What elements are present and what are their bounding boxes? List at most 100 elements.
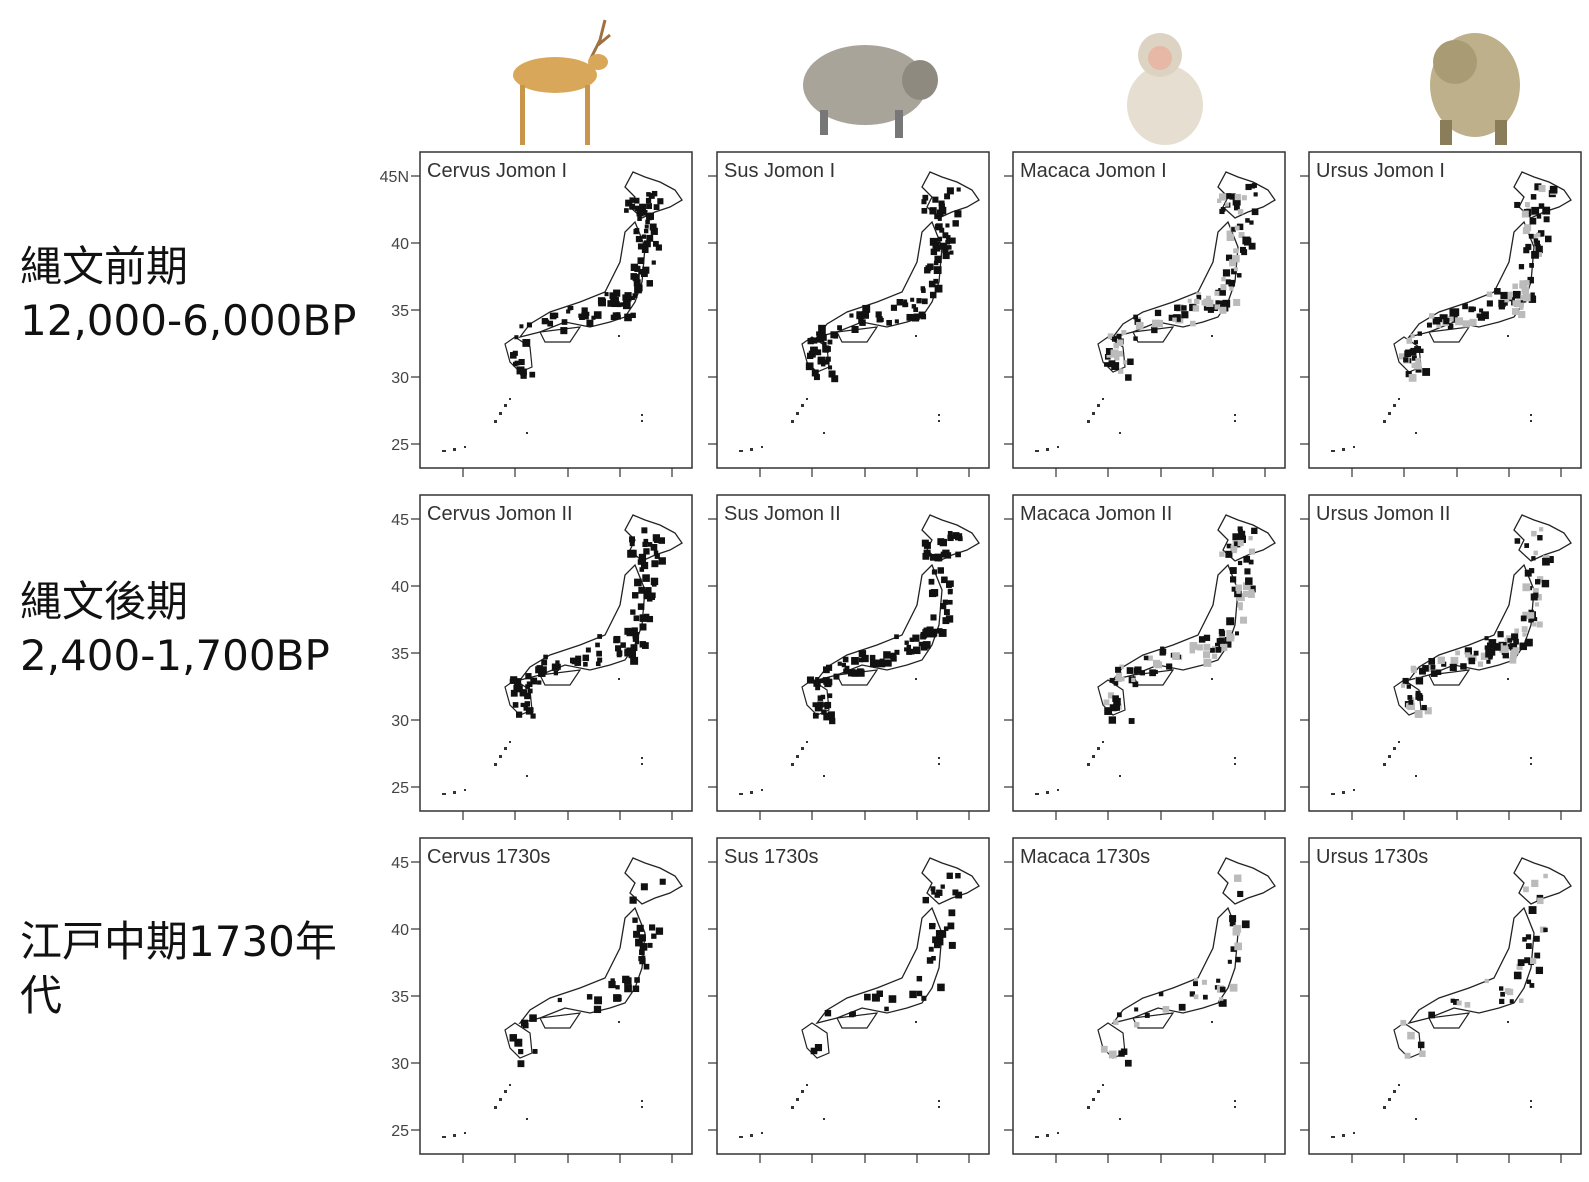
site-marker xyxy=(1525,639,1533,647)
site-marker xyxy=(1412,363,1417,368)
site-marker xyxy=(1472,307,1476,311)
site-marker xyxy=(657,198,663,204)
site-marker xyxy=(1194,299,1199,304)
site-marker xyxy=(1219,630,1225,636)
site-marker xyxy=(1155,310,1161,316)
site-marker xyxy=(1193,981,1198,986)
site-marker xyxy=(1112,695,1119,702)
map-panel: Macaca Jomon I xyxy=(1004,152,1285,477)
animal-illustrations xyxy=(513,20,1520,145)
site-marker xyxy=(1133,336,1137,340)
site-marker xyxy=(527,322,532,327)
site-marker xyxy=(817,701,823,707)
map-panel: Ursus Jomon II xyxy=(1300,495,1581,820)
site-marker xyxy=(1208,307,1214,313)
site-marker xyxy=(633,274,640,281)
site-marker xyxy=(616,315,621,320)
y-tick-label: 40 xyxy=(391,579,409,596)
map-panel: Sus 1730s xyxy=(708,838,989,1163)
site-marker xyxy=(953,532,960,539)
site-marker xyxy=(1179,1004,1186,1011)
site-marker xyxy=(1523,247,1529,253)
site-marker xyxy=(1486,660,1490,664)
site-marker xyxy=(1507,989,1513,995)
site-marker xyxy=(806,362,814,370)
site-marker xyxy=(638,587,645,594)
site-marker xyxy=(1465,1002,1471,1008)
site-marker xyxy=(522,339,530,347)
site-marker xyxy=(632,918,637,923)
site-marker xyxy=(828,365,832,369)
site-marker xyxy=(646,203,652,209)
site-marker xyxy=(1411,666,1416,671)
site-marker xyxy=(1535,602,1539,606)
site-marker xyxy=(1241,249,1247,255)
site-marker xyxy=(1544,216,1550,222)
site-marker xyxy=(929,207,936,214)
site-marker xyxy=(932,923,936,927)
site-marker xyxy=(644,240,651,247)
site-marker xyxy=(1502,647,1508,653)
site-marker xyxy=(1519,998,1524,1003)
site-marker xyxy=(1133,315,1138,320)
site-marker xyxy=(1510,651,1517,658)
site-marker xyxy=(1494,288,1501,295)
site-marker xyxy=(923,897,929,903)
site-marker xyxy=(513,702,519,708)
site-marker xyxy=(955,873,960,878)
site-marker xyxy=(1235,194,1241,200)
site-marker xyxy=(1531,194,1537,200)
site-marker xyxy=(1235,226,1240,231)
site-marker xyxy=(1537,621,1543,627)
site-marker xyxy=(1223,301,1228,306)
site-marker xyxy=(1443,318,1449,324)
site-marker xyxy=(1144,656,1149,661)
site-marker xyxy=(1542,580,1549,587)
site-marker xyxy=(528,689,533,694)
site-marker xyxy=(812,370,819,377)
site-marker xyxy=(1104,699,1110,705)
site-marker xyxy=(947,873,953,879)
site-marker xyxy=(617,650,623,656)
site-marker xyxy=(1543,874,1547,878)
map-panel: Ursus 1730s xyxy=(1300,838,1581,1163)
site-marker xyxy=(648,943,653,948)
site-marker xyxy=(1536,967,1543,974)
site-marker xyxy=(842,663,846,667)
site-marker xyxy=(633,986,640,993)
y-tick-label: 30 xyxy=(391,370,409,387)
site-marker xyxy=(948,909,955,916)
site-marker xyxy=(944,609,950,615)
site-marker xyxy=(1427,323,1432,328)
site-marker xyxy=(1151,327,1157,333)
site-marker xyxy=(1478,314,1485,321)
site-marker xyxy=(1239,531,1245,537)
site-marker xyxy=(1403,678,1409,684)
site-marker xyxy=(1232,533,1239,540)
site-marker xyxy=(1203,995,1208,1000)
site-marker xyxy=(1233,248,1238,253)
site-marker xyxy=(1114,681,1118,685)
site-marker xyxy=(1449,309,1457,317)
site-marker xyxy=(1524,224,1531,231)
site-marker xyxy=(629,550,637,558)
site-marker xyxy=(515,361,520,366)
site-marker xyxy=(1523,294,1531,302)
site-marker xyxy=(1534,551,1538,555)
site-marker xyxy=(826,357,831,362)
site-marker xyxy=(1227,234,1235,242)
site-marker xyxy=(1248,536,1252,540)
site-marker xyxy=(642,246,649,253)
site-marker xyxy=(1499,986,1503,990)
site-marker xyxy=(560,327,567,334)
site-marker xyxy=(658,537,665,544)
site-marker xyxy=(1418,1042,1424,1048)
site-marker xyxy=(1123,360,1127,364)
site-marker xyxy=(1219,551,1224,556)
site-marker xyxy=(638,257,645,264)
site-marker xyxy=(1514,628,1519,633)
boar-illustration xyxy=(803,45,938,138)
site-marker xyxy=(1210,648,1215,653)
site-marker xyxy=(1487,292,1493,298)
panel-title: Cervus 1730s xyxy=(427,846,550,868)
